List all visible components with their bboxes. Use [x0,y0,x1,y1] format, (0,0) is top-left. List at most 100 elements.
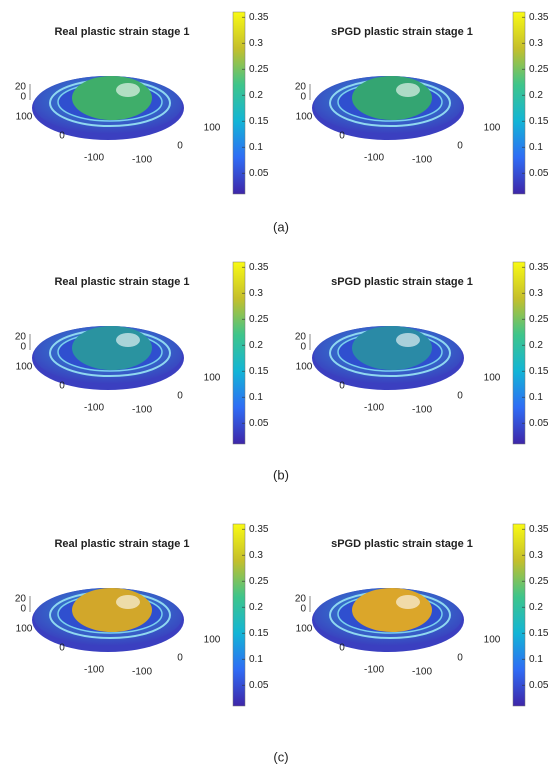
plot: Real plastic strain stage 12001000-10010… [15,12,269,194]
z-tick-label: 0 [20,92,26,103]
z-tick-label: 0 [20,342,26,353]
z-tick-label: 0 [300,342,306,353]
dome [72,76,152,120]
colorbar-tick-label: 0.25 [249,64,269,75]
colorbar-tick-label: 0.1 [249,392,263,403]
colorbar-tick-label: 0.15 [249,366,269,377]
dome-highlight [396,333,420,347]
colorbar-tick-label: 0.2 [249,602,263,613]
colorbar-tick-label: 0.35 [529,524,549,535]
colorbar-tick-label: 0.2 [529,340,543,351]
y-tick-label: -100 [364,153,384,164]
colorbar-tick-label: 0.25 [249,314,269,325]
dome [352,326,432,370]
colorbar-tick-label: 0.05 [249,168,269,179]
caption: (a) [273,219,289,234]
y-tick-label: 0 [59,643,65,654]
x-tick-label: -100 [132,155,152,166]
x-tick-label: -100 [132,405,152,416]
colorbar-tick-label: 0.15 [529,116,549,127]
colorbar-tick-label: 0.1 [529,392,543,403]
y-tick-label: -100 [84,665,104,676]
x-tick-label: -100 [412,405,432,416]
plot-title: Real plastic strain stage 1 [54,538,189,550]
caption: (b) [273,467,289,482]
colorbar-tick-label: 0.15 [249,116,269,127]
y-tick-label: 100 [296,362,313,373]
colorbar-tick-label: 0.1 [529,654,543,665]
y-tick-label: 0 [59,131,65,142]
y-tick-label: 100 [296,112,313,123]
colorbar-tick-label: 0.2 [529,602,543,613]
dome-highlight [396,595,420,609]
plot-title: sPGD plastic strain stage 1 [331,276,473,288]
colorbar-tick-label: 0.3 [529,38,543,49]
colorbar-tick-label: 0.25 [529,314,549,325]
colorbar-tick-label: 0.1 [529,142,543,153]
dome-highlight [116,595,140,609]
z-tick-label: 0 [300,92,306,103]
colorbar-tick-label: 0.3 [249,38,263,49]
colorbar [513,524,525,706]
colorbar [233,524,245,706]
y-tick-label: 100 [16,624,33,635]
plot-title: Real plastic strain stage 1 [54,26,189,38]
x-tick-label: 0 [457,141,463,152]
x-tick-label: -100 [412,155,432,166]
colorbar-tick-label: 0.25 [529,64,549,75]
x-tick-label: 0 [177,141,183,152]
dome [352,76,432,120]
plot: Real plastic strain stage 12001000-10010… [15,524,269,706]
plot-title: sPGD plastic strain stage 1 [331,538,473,550]
dome-highlight [116,333,140,347]
colorbar-tick-label: 0.15 [529,628,549,639]
colorbar-tick-label: 0.35 [249,524,269,535]
colorbar-tick-label: 0.35 [529,262,549,273]
plot: sPGD plastic strain stage 12001000-10010… [295,524,549,706]
x-tick-label: 100 [204,373,221,384]
colorbar-tick-label: 0.2 [529,90,543,101]
colorbar-tick-label: 0.05 [249,418,269,429]
colorbar-tick-label: 0.1 [249,654,263,665]
plot-title: Real plastic strain stage 1 [54,276,189,288]
x-tick-label: 100 [484,373,501,384]
colorbar-tick-label: 0.05 [529,418,549,429]
x-tick-label: -100 [132,667,152,678]
colorbar-tick-label: 0.25 [529,576,549,587]
plot: sPGD plastic strain stage 12001000-10010… [295,262,549,444]
y-tick-label: 100 [296,624,313,635]
colorbar-tick-label: 0.35 [249,12,269,23]
y-tick-label: 100 [16,362,33,373]
y-tick-label: -100 [364,665,384,676]
x-tick-label: 0 [457,653,463,664]
colorbar-tick-label: 0.15 [249,628,269,639]
caption: (c) [273,749,288,764]
colorbar-tick-label: 0.05 [529,680,549,691]
dome [352,588,432,632]
dome-highlight [396,83,420,97]
plot: sPGD plastic strain stage 12001000-10010… [295,12,549,194]
plot-title: sPGD plastic strain stage 1 [331,26,473,38]
dome [72,588,152,632]
colorbar [513,262,525,444]
dome-highlight [116,83,140,97]
y-tick-label: 0 [339,381,345,392]
y-tick-label: -100 [84,153,104,164]
x-tick-label: 100 [204,123,221,134]
colorbar-tick-label: 0.3 [249,550,263,561]
colorbar-tick-label: 0.3 [529,288,543,299]
x-tick-label: 0 [177,391,183,402]
colorbar [233,262,245,444]
colorbar-tick-label: 0.3 [249,288,263,299]
z-tick-label: 0 [300,604,306,615]
x-tick-label: 0 [177,653,183,664]
colorbar-tick-label: 0.15 [529,366,549,377]
plot: Real plastic strain stage 12001000-10010… [15,262,269,444]
y-tick-label: -100 [364,403,384,414]
colorbar-tick-label: 0.35 [249,262,269,273]
colorbar [513,12,525,194]
dome [72,326,152,370]
y-tick-label: 0 [339,131,345,142]
z-tick-label: 0 [20,604,26,615]
x-tick-label: 100 [204,635,221,646]
